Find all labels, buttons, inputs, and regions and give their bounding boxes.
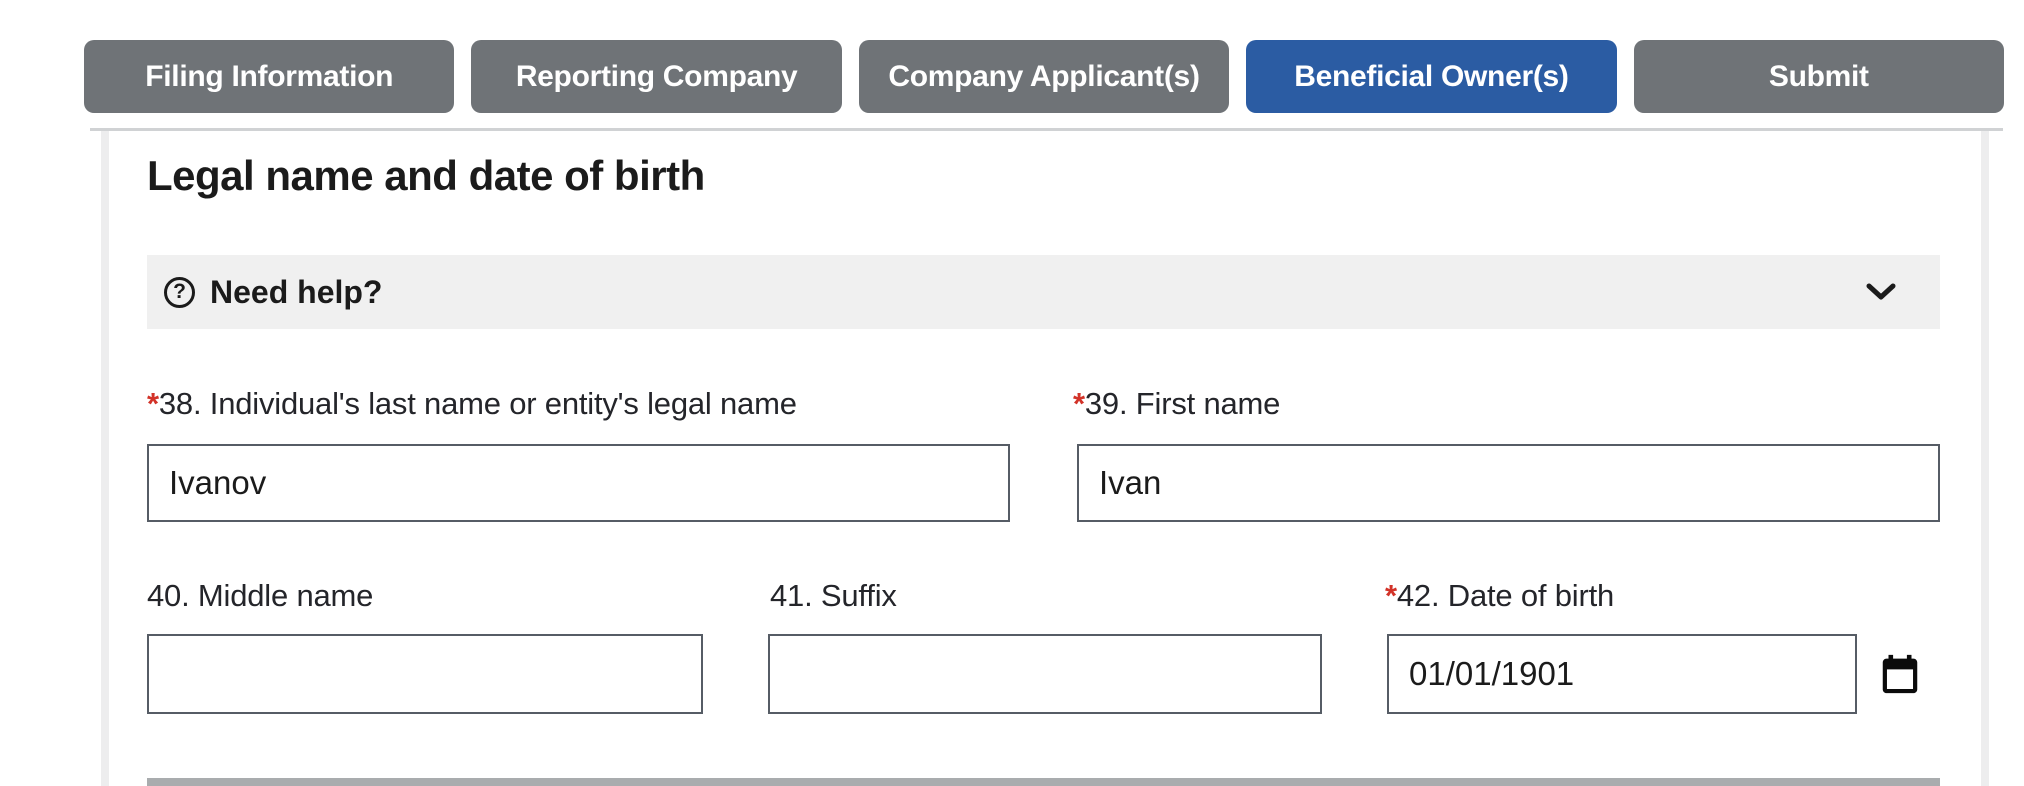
first-name-label: *39. First name [1073, 386, 1280, 422]
dob-label: *42. Date of birth [1385, 578, 1614, 614]
last-name-input[interactable] [147, 444, 1010, 522]
required-asterisk: * [1073, 386, 1085, 421]
calendar-button[interactable] [1876, 650, 1924, 698]
last-name-label-text: 38. Individual's last name or entity's l… [158, 386, 797, 421]
suffix-input[interactable] [768, 634, 1322, 714]
step-tab-bar: Filing Information Reporting Company Com… [84, 40, 2005, 113]
need-help-label: Need help? [210, 273, 383, 310]
middle-name-label-text: 40. Middle name [147, 578, 374, 613]
first-name-label-text: 39. First name [1084, 386, 1281, 421]
required-asterisk: * [1385, 578, 1397, 613]
first-name-input[interactable] [1077, 444, 1940, 522]
tab-company-applicants[interactable]: Company Applicant(s) [858, 40, 1230, 113]
tab-filing-information[interactable]: Filing Information [84, 40, 455, 113]
need-help-accordion[interactable]: ? Need help? [147, 255, 1940, 329]
last-name-label: *38. Individual's last name or entity's … [147, 386, 797, 422]
suffix-label: 41. Suffix [770, 578, 897, 614]
calendar-icon [1882, 654, 1918, 694]
next-section-divider [147, 778, 1940, 786]
tabbar-divider [90, 128, 2003, 131]
middle-name-input[interactable] [147, 634, 703, 714]
question-circle-icon: ? [164, 276, 195, 308]
scrollbar-track[interactable] [1981, 131, 1989, 786]
required-asterisk: * [147, 386, 159, 421]
tab-beneficial-owners[interactable]: Beneficial Owner(s) [1246, 40, 1617, 113]
panel-left-border [101, 131, 109, 786]
tab-reporting-company[interactable]: Reporting Company [471, 40, 842, 113]
dob-label-text: 42. Date of birth [1396, 578, 1615, 613]
suffix-label-text: 41. Suffix [770, 578, 897, 613]
tab-submit[interactable]: Submit [1633, 40, 2005, 113]
chevron-down-icon [1866, 283, 1896, 300]
middle-name-label: 40. Middle name [147, 578, 373, 614]
dob-input[interactable] [1387, 634, 1857, 714]
section-heading: Legal name and date of birth [147, 152, 705, 199]
